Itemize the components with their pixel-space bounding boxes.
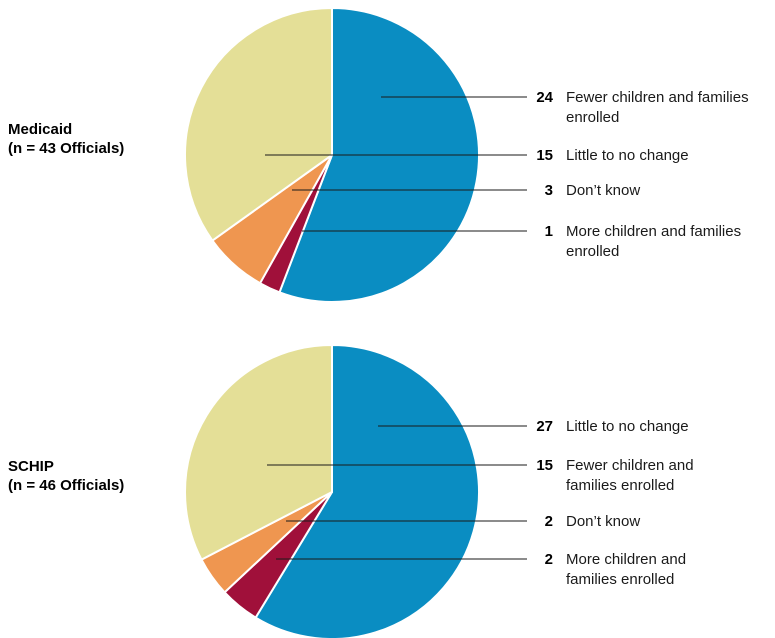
slice-value: 3 (545, 182, 553, 199)
slice-label: Don’t know (566, 182, 640, 199)
slice-value: 15 (536, 147, 553, 164)
chart-title: Medicaid (8, 121, 72, 138)
slice-value: 15 (536, 457, 553, 474)
slice-value: 2 (545, 513, 553, 530)
chart-subtitle: (n = 46 Officials) (8, 477, 124, 494)
medicaid-chart: Medicaid (n = 43 Officials) 24 Fewer chil… (8, 6, 749, 303)
slice-value: 1 (545, 223, 553, 240)
schip-legend: 27 Little to no change 15 Fewer children an… (267, 418, 694, 588)
pie-slice (184, 343, 333, 561)
slice-label: enrolled (566, 109, 619, 126)
slice-value: 2 (545, 551, 553, 568)
medicaid-legend: 24 Fewer children and families enrolled 15 L… (265, 89, 749, 260)
slice-label: enrolled (566, 243, 619, 260)
slice-label: families enrolled (566, 571, 674, 588)
slice-label: More children and families (566, 223, 741, 240)
pie-slice (254, 343, 480, 638)
chart-subtitle: (n = 43 Officials) (8, 140, 124, 157)
pie-slice (184, 6, 333, 242)
slice-label: More children and (566, 551, 686, 568)
chart-title: SCHIP (8, 458, 54, 475)
slice-label: Little to no change (566, 418, 689, 435)
schip-chart: SCHIP (n = 46 Officials) 27 Little to no … (8, 343, 694, 638)
slice-label: Little to no change (566, 147, 689, 164)
schip-pie (184, 343, 480, 638)
slice-label: Don’t know (566, 513, 640, 530)
slice-value: 24 (536, 89, 553, 106)
slice-label: families enrolled (566, 477, 674, 494)
slice-label: Fewer children and families (566, 89, 749, 106)
slice-label: Fewer children and (566, 457, 694, 474)
slice-value: 27 (536, 418, 553, 435)
